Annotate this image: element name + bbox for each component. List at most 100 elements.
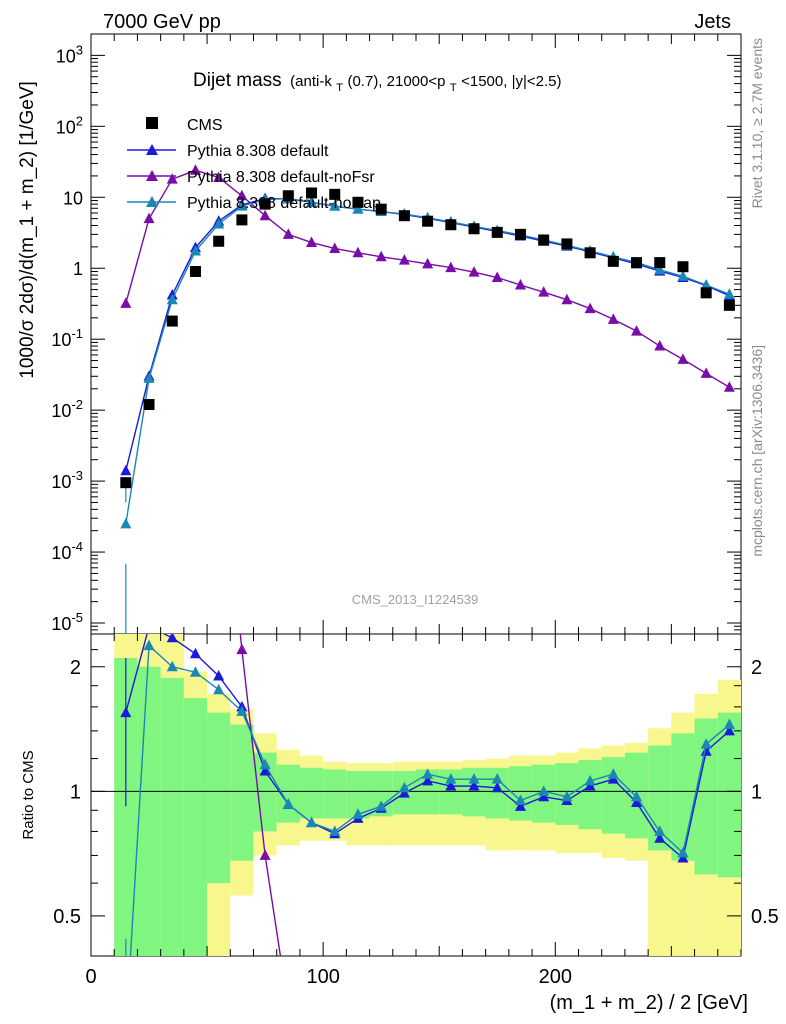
ratio-y-tick-label: 1 xyxy=(70,781,81,803)
ratio-point-default xyxy=(259,764,271,776)
point-nofsr xyxy=(538,286,550,297)
ratio-uncertainty-bands xyxy=(91,634,741,956)
y-tick-label: 10-3 xyxy=(51,468,83,492)
stat-uncertainty-band xyxy=(323,769,347,819)
point-nofsr xyxy=(607,313,619,324)
point-cms xyxy=(422,215,434,227)
ratio-point-norap xyxy=(352,808,364,819)
rivet-version-label: Rivet 3.1.10, ≥ 2.7M events xyxy=(749,38,765,208)
stat-uncertainty-band xyxy=(416,769,440,815)
point-nofsr xyxy=(398,254,410,265)
point-cms xyxy=(329,188,341,200)
point-nofsr xyxy=(120,297,132,308)
ratio-point-default xyxy=(631,796,643,807)
stat-uncertainty-band xyxy=(137,666,161,956)
ratio-point-default xyxy=(422,774,434,786)
ratio-point-norap xyxy=(584,774,596,786)
point-cms xyxy=(631,257,643,269)
ratio-point-norap xyxy=(631,790,643,802)
stat-uncertainty-band xyxy=(230,724,254,861)
point-cms xyxy=(236,214,248,226)
ratio-point-norap xyxy=(236,705,248,716)
stat-uncertainty-band xyxy=(671,733,695,861)
point-nofsr xyxy=(259,209,271,221)
stat-uncertainty-band xyxy=(694,718,718,875)
legend-label-nofsr: Pythia 8.308 default-noFsr xyxy=(187,169,375,186)
ratio-point-norap xyxy=(700,738,712,749)
point-norap xyxy=(654,263,666,275)
stat-uncertainty-band xyxy=(346,770,370,819)
point-nofsr xyxy=(700,367,712,378)
point-norap xyxy=(329,200,341,211)
y-tick-label: 10-4 xyxy=(51,539,83,563)
point-cms xyxy=(584,247,596,259)
ratio-point-default xyxy=(654,832,666,843)
point-nofsr xyxy=(236,189,248,201)
point-nofsr xyxy=(491,271,503,283)
ratio-point-norap xyxy=(561,790,573,802)
ratio-point-default xyxy=(723,724,735,736)
point-cms xyxy=(538,234,550,246)
y-axis-title: 1000/σ 2dσ)/d(m_1 + m_2) [1/GeV] xyxy=(17,81,38,379)
legend-label-cms: CMS xyxy=(187,117,223,134)
ratio-point-default xyxy=(538,790,550,802)
ratio-point-norap xyxy=(491,773,503,784)
ratio-point-default xyxy=(491,781,503,793)
stat-uncertainty-band xyxy=(299,767,324,819)
y-tick-label: 103 xyxy=(56,42,83,66)
stat-uncertainty-band xyxy=(462,767,486,817)
process-label: Jets xyxy=(694,11,731,33)
stat-uncertainty-band xyxy=(578,760,602,830)
ratio-y-tick-label-right: 0.5 xyxy=(751,906,779,928)
point-nofsr xyxy=(468,266,480,277)
point-nofsr xyxy=(422,257,434,269)
ratio-point-nofsr xyxy=(236,643,248,655)
ratio-point-norap xyxy=(282,798,294,809)
point-nofsr xyxy=(723,381,735,392)
x-axis-title: (m_1 + m_2) / 2 [GeV] xyxy=(550,992,748,1014)
plot-title: Dijet mass (anti-k T (0.7), 21000<p T <1… xyxy=(193,70,561,95)
ratio-point-norap xyxy=(723,718,735,730)
stat-uncertainty-band xyxy=(253,752,277,832)
series-line-norap xyxy=(125,197,730,524)
stat-uncertainty-band xyxy=(439,769,463,815)
ratio-point-norap xyxy=(189,666,201,677)
ratio-point-norap xyxy=(213,683,225,695)
stat-uncertainty-band xyxy=(183,698,208,956)
point-norap xyxy=(189,244,201,256)
point-norap xyxy=(166,293,178,305)
ratio-y-tick-label-right: 1 xyxy=(751,781,762,803)
legend-label-default: Pythia 8.308 default xyxy=(187,143,329,160)
ratio-point-norap xyxy=(422,768,434,779)
ratio-y-tick-label: 2 xyxy=(70,657,81,679)
point-nofsr xyxy=(306,236,318,248)
y-tick-label: 10 xyxy=(63,188,83,208)
point-norap xyxy=(700,279,712,290)
point-cms xyxy=(700,287,712,299)
ratio-point-norap xyxy=(445,773,457,784)
ratio-point-norap xyxy=(143,639,155,651)
main-series-group xyxy=(120,164,735,634)
point-nofsr xyxy=(561,293,573,305)
x-tick-label: 100 xyxy=(306,966,339,988)
point-nofsr xyxy=(584,302,596,314)
point-cms xyxy=(352,196,364,208)
ratio-point-default xyxy=(398,787,410,798)
stat-uncertainty-band xyxy=(648,745,672,851)
ratio-point-default xyxy=(120,706,132,718)
point-norap xyxy=(677,270,689,281)
ratio-point-default xyxy=(166,634,178,643)
ratio-series-group xyxy=(120,621,735,956)
point-nofsr xyxy=(677,353,689,364)
ratio-point-default xyxy=(144,621,155,632)
y-tick-label: 1 xyxy=(73,259,83,279)
legend-marker-default xyxy=(146,144,158,155)
stat-uncertainty-band xyxy=(114,657,138,956)
ratio-point-norap xyxy=(538,785,550,796)
point-cms xyxy=(723,299,735,311)
point-norap xyxy=(236,200,248,211)
point-nofsr xyxy=(445,261,457,273)
point-nofsr xyxy=(514,279,526,290)
point-nofsr xyxy=(352,246,364,258)
